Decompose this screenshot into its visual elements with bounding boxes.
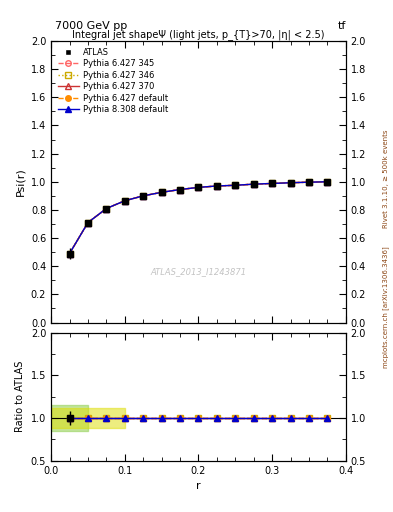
Pythia 6.427 370 bbox=[215, 183, 219, 189]
Pythia 6.427 345 bbox=[307, 179, 311, 185]
Pythia 6.427 346 bbox=[141, 193, 145, 199]
Pythia 6.427 345 bbox=[86, 220, 90, 226]
Pythia 6.427 370 bbox=[141, 193, 145, 199]
Pythia 6.427 370 bbox=[233, 182, 238, 188]
Text: ATLAS_2013_I1243871: ATLAS_2013_I1243871 bbox=[151, 267, 246, 276]
Pythia 6.427 370 bbox=[288, 180, 293, 186]
Pythia 8.308 default bbox=[141, 193, 145, 199]
Title: Integral jet shapeΨ (light jets, p_{T}>70, |η| < 2.5): Integral jet shapeΨ (light jets, p_{T}>7… bbox=[72, 29, 325, 40]
Line: Pythia 6.427 345: Pythia 6.427 345 bbox=[67, 179, 330, 257]
Pythia 6.427 370 bbox=[252, 181, 256, 187]
Pythia 6.427 345 bbox=[141, 193, 145, 199]
Pythia 6.427 370 bbox=[86, 220, 90, 226]
Pythia 6.427 370 bbox=[196, 184, 201, 190]
Pythia 6.427 346 bbox=[196, 184, 201, 190]
Pythia 6.427 default bbox=[178, 186, 182, 193]
Pythia 8.308 default bbox=[233, 182, 238, 188]
Y-axis label: Ratio to ATLAS: Ratio to ATLAS bbox=[15, 361, 25, 433]
Pythia 6.427 370 bbox=[123, 198, 127, 204]
Pythia 6.427 346 bbox=[270, 180, 275, 186]
Pythia 6.427 370 bbox=[325, 179, 330, 185]
Pythia 6.427 346 bbox=[325, 179, 330, 185]
Pythia 8.308 default bbox=[104, 205, 109, 211]
Pythia 6.427 default bbox=[67, 250, 72, 257]
Pythia 6.427 345 bbox=[123, 198, 127, 204]
Pythia 6.427 345 bbox=[215, 183, 219, 189]
Pythia 8.308 default bbox=[67, 250, 72, 257]
Pythia 6.427 346 bbox=[67, 250, 72, 257]
Text: Rivet 3.1.10, ≥ 500k events: Rivet 3.1.10, ≥ 500k events bbox=[383, 130, 389, 228]
Pythia 6.427 346 bbox=[178, 186, 182, 193]
Pythia 6.427 346 bbox=[123, 198, 127, 204]
Pythia 6.427 default bbox=[86, 220, 90, 226]
Pythia 6.427 default bbox=[252, 181, 256, 187]
Pythia 6.427 346 bbox=[215, 183, 219, 189]
Line: Pythia 8.308 default: Pythia 8.308 default bbox=[67, 179, 330, 257]
Pythia 8.308 default bbox=[159, 189, 164, 196]
Text: tf: tf bbox=[338, 20, 346, 31]
Pythia 6.427 345 bbox=[67, 250, 72, 257]
Pythia 6.427 default bbox=[159, 189, 164, 196]
Pythia 8.308 default bbox=[252, 181, 256, 187]
Legend: ATLAS, Pythia 6.427 345, Pythia 6.427 346, Pythia 6.427 370, Pythia 6.427 defaul: ATLAS, Pythia 6.427 345, Pythia 6.427 34… bbox=[55, 45, 171, 117]
Pythia 6.427 345 bbox=[104, 205, 109, 211]
Pythia 6.427 370 bbox=[104, 205, 109, 211]
Pythia 6.427 default bbox=[215, 183, 219, 189]
Pythia 8.308 default bbox=[325, 179, 330, 185]
Pythia 6.427 default bbox=[104, 205, 109, 211]
Pythia 6.427 default bbox=[233, 182, 238, 188]
Line: Pythia 6.427 default: Pythia 6.427 default bbox=[67, 179, 330, 257]
Pythia 8.308 default bbox=[288, 180, 293, 186]
Pythia 6.427 345 bbox=[288, 180, 293, 186]
Pythia 6.427 345 bbox=[196, 184, 201, 190]
Pythia 6.427 346 bbox=[104, 205, 109, 211]
Pythia 6.427 370 bbox=[270, 180, 275, 186]
Line: Pythia 6.427 370: Pythia 6.427 370 bbox=[67, 179, 330, 257]
Pythia 6.427 346 bbox=[86, 220, 90, 226]
X-axis label: r: r bbox=[196, 481, 201, 491]
Pythia 6.427 default bbox=[123, 198, 127, 204]
Pythia 6.427 346 bbox=[159, 189, 164, 196]
Pythia 6.427 346 bbox=[288, 180, 293, 186]
Pythia 8.308 default bbox=[178, 186, 182, 193]
Pythia 6.427 345 bbox=[325, 179, 330, 185]
Text: 7000 GeV pp: 7000 GeV pp bbox=[55, 20, 127, 31]
Pythia 6.427 370 bbox=[307, 179, 311, 185]
Text: mcplots.cern.ch [arXiv:1306.3436]: mcplots.cern.ch [arXiv:1306.3436] bbox=[382, 246, 389, 368]
Pythia 6.427 default bbox=[270, 180, 275, 186]
Pythia 8.308 default bbox=[307, 179, 311, 185]
Pythia 8.308 default bbox=[270, 180, 275, 186]
Pythia 6.427 370 bbox=[67, 250, 72, 257]
Pythia 6.427 default bbox=[288, 180, 293, 186]
Pythia 6.427 346 bbox=[307, 179, 311, 185]
Pythia 6.427 345 bbox=[270, 180, 275, 186]
Pythia 6.427 default bbox=[325, 179, 330, 185]
Line: Pythia 6.427 346: Pythia 6.427 346 bbox=[67, 179, 330, 257]
Pythia 6.427 345 bbox=[252, 181, 256, 187]
Pythia 6.427 370 bbox=[159, 189, 164, 196]
Pythia 8.308 default bbox=[86, 220, 90, 226]
Pythia 8.308 default bbox=[215, 183, 219, 189]
Pythia 6.427 346 bbox=[252, 181, 256, 187]
Pythia 6.427 345 bbox=[178, 186, 182, 193]
Pythia 6.427 370 bbox=[178, 186, 182, 193]
Pythia 8.308 default bbox=[196, 184, 201, 190]
Pythia 6.427 345 bbox=[159, 189, 164, 196]
Pythia 6.427 default bbox=[196, 184, 201, 190]
Pythia 8.308 default bbox=[123, 198, 127, 204]
Pythia 6.427 default bbox=[141, 193, 145, 199]
Y-axis label: Psi(r): Psi(r) bbox=[15, 167, 25, 196]
Pythia 6.427 346 bbox=[233, 182, 238, 188]
Pythia 6.427 345 bbox=[233, 182, 238, 188]
Pythia 6.427 default bbox=[307, 179, 311, 185]
